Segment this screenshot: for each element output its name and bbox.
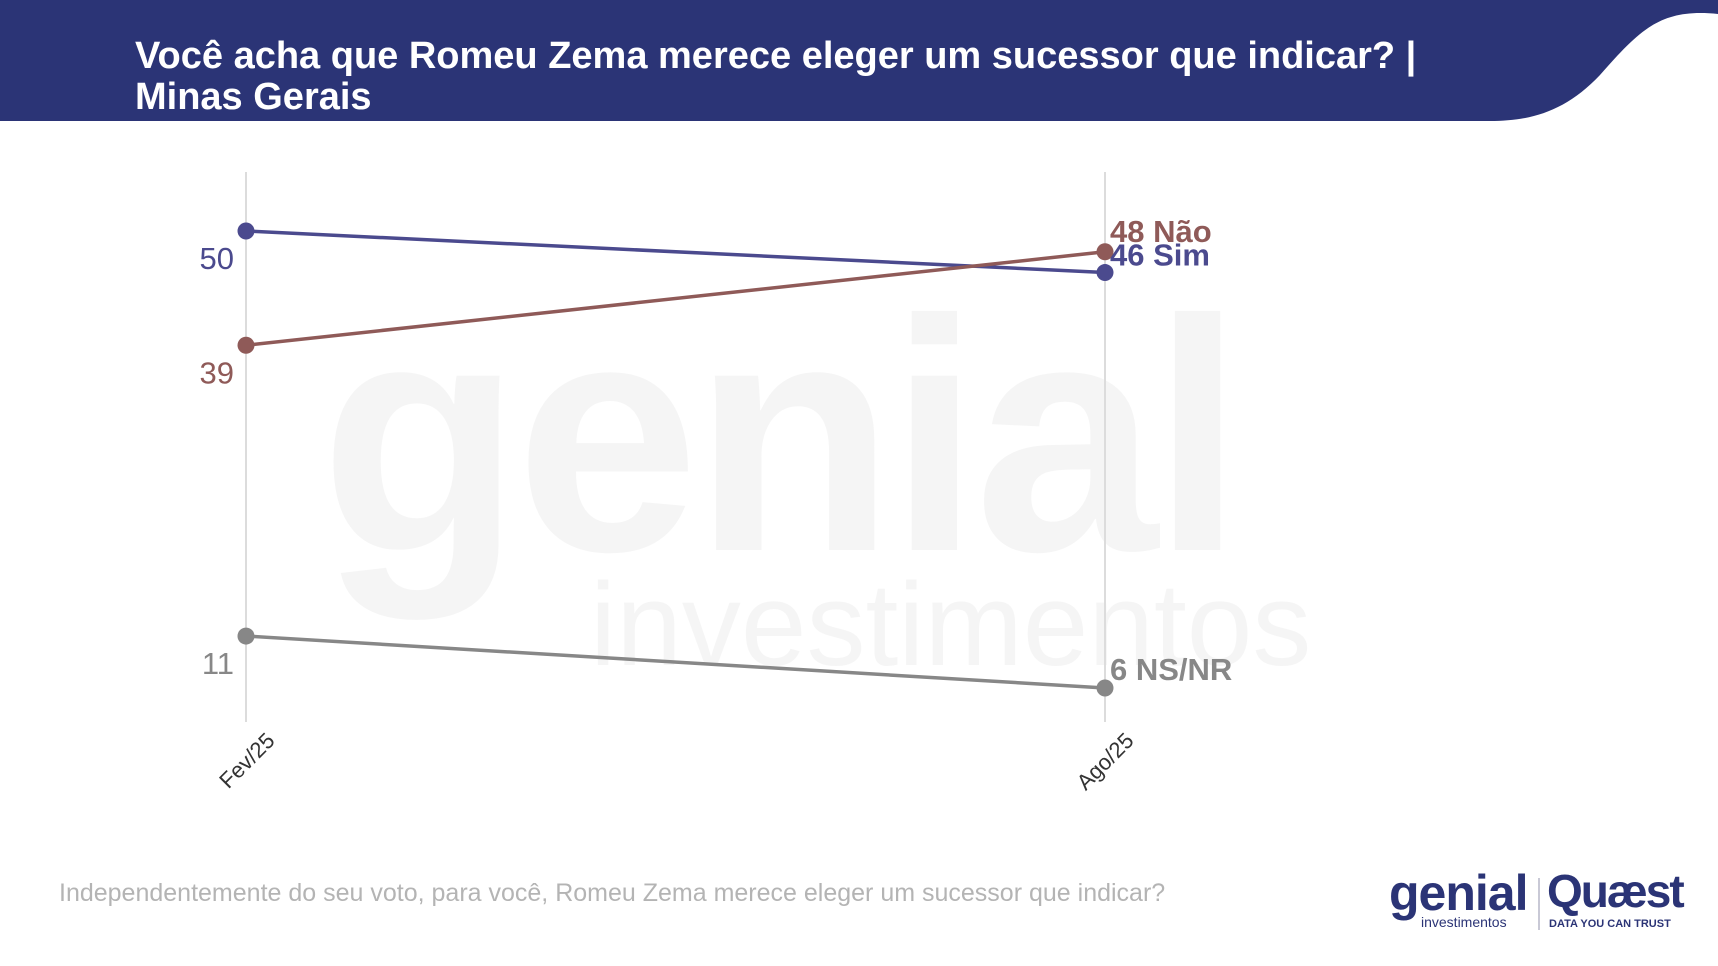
series-lines [245, 229, 1106, 690]
start-label-ns-nr: 11 [202, 646, 234, 681]
data-point-n-o-1 [1096, 243, 1114, 261]
page-title-line-1: Você acha que Romeu Zema merece eleger u… [135, 35, 1417, 77]
x-tick-label-ago-25: Ago/25 [1072, 728, 1139, 795]
data-point-sim-0 [237, 222, 255, 240]
end-label-n-o: 48 Não [1110, 214, 1212, 249]
data-point-ns-nr-1 [1096, 679, 1114, 697]
watermark-sub: investimentos [590, 559, 1311, 690]
series-line-n-o [245, 250, 1106, 347]
quaest-logo-word: Quæst [1547, 865, 1685, 917]
brand-logos: genial investimentos Quæst DATA YOU CAN … [1385, 865, 1695, 934]
page-title: Você acha que Romeu Zema merece eleger u… [135, 36, 1435, 118]
end-label-ns-nr: 6 NS/NR [1110, 652, 1232, 687]
x-tick-label-fev-25: Fev/25 [214, 728, 279, 793]
data-point-sim-1 [1096, 264, 1114, 282]
data-point-n-o-0 [237, 336, 255, 354]
end-label-sim: 46 Sim [1110, 238, 1210, 273]
genial-logo: genial investimentos [1385, 865, 1535, 934]
logo-divider [1538, 878, 1540, 930]
x-axis-tick-labels: Fev/25 Ago/25 [214, 728, 1138, 795]
series-line-ns-nr [245, 634, 1106, 690]
quaest-logo: Quæst DATA YOU CAN TRUST [1545, 865, 1695, 934]
header-banner-shape [0, 0, 1718, 121]
page-title-line-2: Minas Gerais [135, 76, 372, 118]
grid-layer [245, 172, 1106, 722]
start-label-sim: 50 [200, 241, 234, 276]
footer-question: Independentemente do seu voto, para você… [59, 879, 1166, 907]
watermark-logo: genial investimentos [320, 260, 1311, 690]
header-banner [0, 0, 1718, 121]
series-points [237, 222, 1114, 697]
genial-logo-word: genial [1389, 865, 1528, 921]
quaest-logo-tagline: DATA YOU CAN TRUST [1549, 918, 1671, 930]
genial-logo-sub: investimentos [1421, 914, 1507, 930]
start-label-n-o: 39 [200, 355, 234, 390]
data-point-ns-nr-0 [237, 627, 255, 645]
